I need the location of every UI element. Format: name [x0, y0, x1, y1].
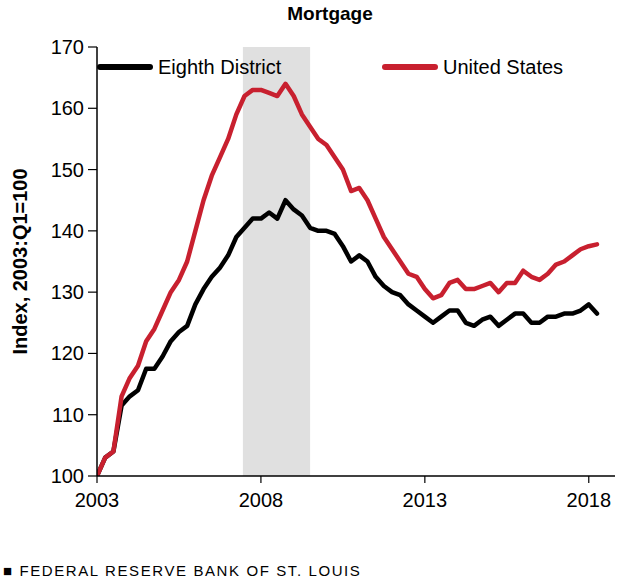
legend-swatch — [385, 64, 435, 70]
x-tick — [588, 476, 589, 483]
y-axis — [96, 47, 98, 476]
legend: Eighth District United States — [100, 56, 563, 78]
source: ■ FEDERAL RESERVE BANK OF ST. LOUIS — [3, 562, 361, 579]
legend-swatch — [100, 64, 150, 70]
y-tick — [88, 292, 97, 293]
y-tick — [88, 108, 97, 109]
x-tick — [96, 476, 97, 483]
x-tick-label: 2018 — [567, 489, 612, 511]
y-tick — [88, 475, 97, 476]
series-line — [97, 84, 597, 476]
y-tick-label: 140 — [51, 220, 84, 242]
legend-label: United States — [443, 56, 563, 78]
y-tick-label: 170 — [51, 36, 84, 58]
y-tick-label: 150 — [51, 159, 84, 181]
y-tick — [88, 230, 97, 231]
x-tick — [260, 476, 261, 483]
y-tick — [88, 353, 97, 354]
y-tick-label: 160 — [51, 97, 84, 119]
chart: Mortgage 100 110 120 130 140 150 160 170 2003 2008… — [0, 0, 621, 585]
title: Mortgage — [287, 3, 373, 24]
y-axis-label: Index, 2003:Q1=100 — [9, 168, 31, 354]
y-tick — [88, 414, 97, 415]
x-tick-label: 2008 — [239, 489, 284, 511]
y-tick-label: 110 — [52, 404, 84, 426]
x-tick — [424, 476, 425, 483]
series-line — [97, 200, 597, 476]
x-tick-label: 2003 — [75, 489, 120, 511]
y-tick-label: 120 — [51, 342, 84, 364]
y-tick — [88, 169, 97, 170]
y-tick-label: 100 — [51, 465, 84, 487]
legend-label: Eighth District — [158, 56, 282, 78]
x-axis — [97, 475, 615, 477]
y-tick — [88, 46, 97, 47]
plot-area — [97, 47, 597, 476]
x-tick-label: 2013 — [403, 489, 448, 511]
y-tick-label: 130 — [51, 281, 84, 303]
